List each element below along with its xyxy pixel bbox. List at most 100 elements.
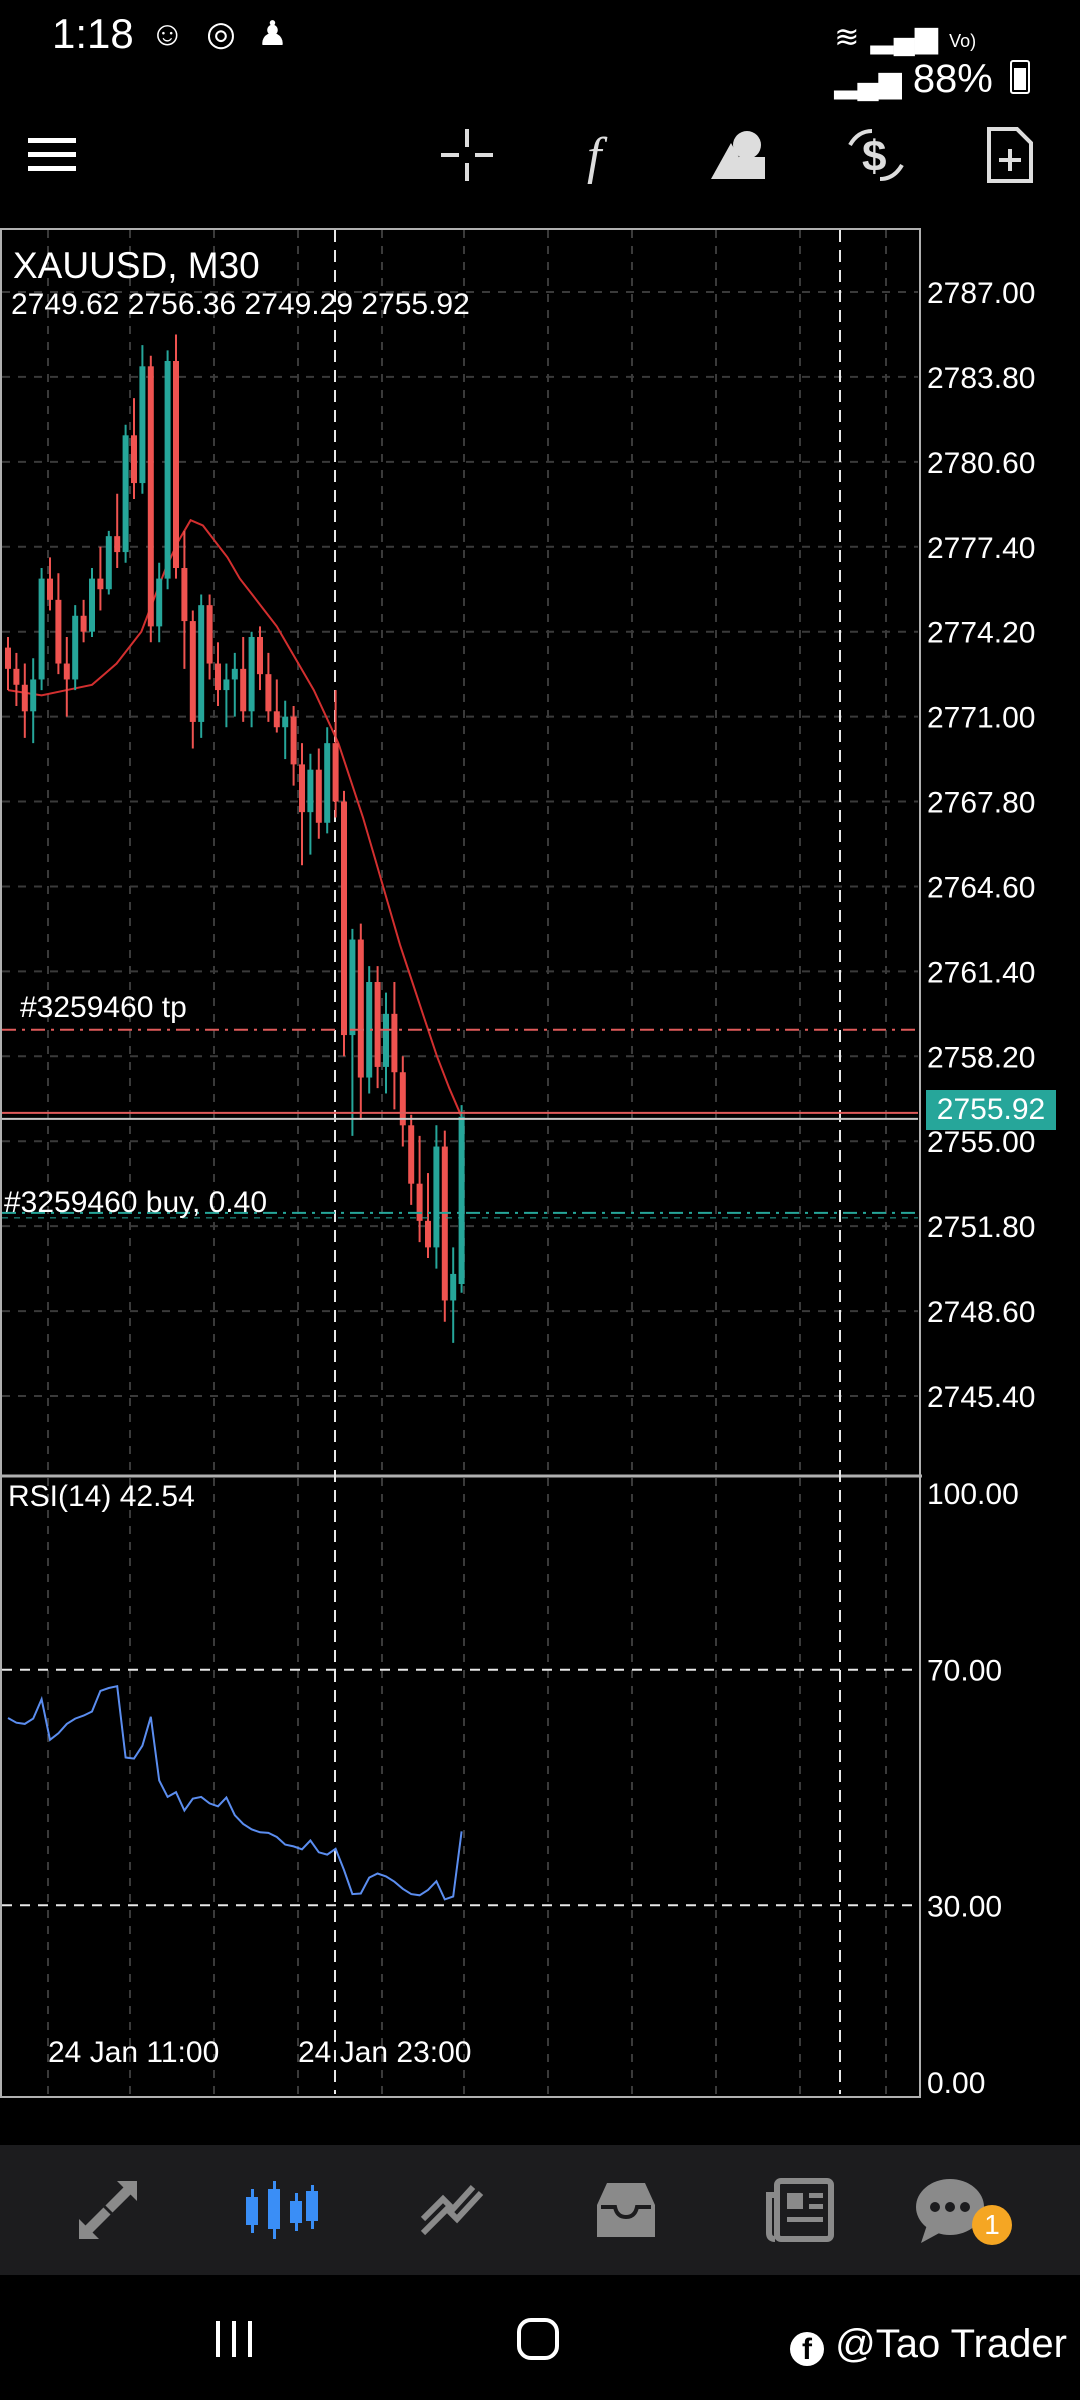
rsi-tick-label: 0.00 <box>927 2067 985 2100</box>
news-icon <box>766 2178 834 2242</box>
battery-icon <box>1010 60 1030 94</box>
rsi-tick-label: 30.00 <box>927 1890 1002 1923</box>
price-tick-label: 2787.00 <box>927 277 1035 310</box>
candle-body <box>240 668 247 712</box>
candle-body <box>399 1072 406 1126</box>
price-tick-label: 2767.80 <box>927 787 1035 820</box>
symbol-title: XAUUSD, M30 <box>13 245 260 286</box>
candle-body <box>357 939 364 1078</box>
candle-body <box>114 536 121 553</box>
candle-body <box>441 1146 448 1301</box>
rsi-tick-label: 100.00 <box>927 1478 1019 1511</box>
candle-body <box>173 361 179 568</box>
system-nav-bar <box>0 2275 1080 2400</box>
watermark: f @Tao Trader <box>790 2322 1067 2367</box>
candle-body <box>63 663 70 680</box>
candle-body <box>374 982 381 1067</box>
candle-body <box>55 599 62 664</box>
price-chart[interactable]: 2787.00 2783.80 2780.60 2777.40 2774.20 2771.… <box>0 228 1080 2108</box>
candle-body <box>189 621 196 722</box>
trade-tp-label[interactable]: #3259460 tp <box>20 991 187 1024</box>
candle-body <box>97 578 104 590</box>
crosshair-icon <box>441 129 493 181</box>
trade-buy-label[interactable]: #3259460 buy, 0.40 <box>4 1186 268 1219</box>
price-tick-label: 2745.40 <box>927 1381 1035 1414</box>
price-tick-label: 2783.80 <box>927 362 1035 395</box>
objects-icon <box>711 131 765 179</box>
candle-body <box>408 1125 415 1184</box>
candle-body <box>315 769 322 823</box>
volte-icon: Vo) <box>949 31 977 51</box>
fingerprint-icon: ◎ <box>206 15 242 53</box>
candle-body <box>80 615 87 632</box>
candle-body <box>30 679 37 712</box>
price-tick-label: 2771.00 <box>927 702 1035 735</box>
candle-body <box>89 578 95 632</box>
new-document-button[interactable] <box>970 120 1050 190</box>
candle-body <box>458 1116 465 1285</box>
home-icon[interactable] <box>516 2317 560 2361</box>
trade-button[interactable]: $ <box>836 120 916 190</box>
price-tick-label: 2780.60 <box>927 447 1035 480</box>
facebook-icon: f <box>790 2332 824 2366</box>
candle-body <box>13 668 20 685</box>
candle-body <box>223 679 230 691</box>
candle-body <box>21 684 28 712</box>
battery-text: 88% <box>912 57 993 101</box>
candle-body <box>425 1220 431 1248</box>
indicators-icon: f <box>587 128 608 185</box>
moving-average-line <box>7 518 463 1118</box>
recents-icon[interactable] <box>212 2319 256 2359</box>
status-right: ≋ ▂▄▆ Vo) ▂▄▆ 88% <box>834 12 1030 102</box>
bottom-nav <box>0 2145 1080 2275</box>
candle-body <box>248 637 255 712</box>
status-app-icons: ☺ ◎ ♟ <box>150 14 294 54</box>
candle-body <box>47 578 53 600</box>
rsi-label: RSI(14) 42.54 <box>8 1480 195 1513</box>
indicators-button[interactable]: f <box>563 120 643 190</box>
menu-icon <box>28 138 76 171</box>
nav-messages[interactable] <box>910 2170 990 2250</box>
messages-badge: 1 <box>972 2205 1012 2245</box>
nav-chart[interactable] <box>240 2170 320 2250</box>
price-tick-label: 2764.60 <box>927 871 1035 904</box>
quotes-icon <box>79 2181 137 2239</box>
trade-nav-icon <box>420 2184 484 2236</box>
new-document-icon <box>987 127 1033 183</box>
candle-body <box>38 578 45 680</box>
trade-icon: $ <box>848 129 904 181</box>
candle-body <box>273 711 280 728</box>
candle-body <box>416 1183 423 1221</box>
ohlc-values: 2749.62 2756.36 2749.29 2755.92 <box>11 288 470 321</box>
candle-body <box>156 578 163 627</box>
crosshair-button[interactable] <box>427 120 507 190</box>
signal-icon: ▂▄▆ <box>870 21 938 54</box>
candle-body <box>290 716 297 765</box>
chart-area[interactable]: 2787.00 2783.80 2780.60 2777.40 2774.20 2771.… <box>0 228 1080 2108</box>
nav-quotes[interactable] <box>68 2170 148 2250</box>
candle-body <box>206 605 213 664</box>
nav-trade[interactable] <box>412 2170 492 2250</box>
price-tick-label: 2751.80 <box>927 1211 1035 1244</box>
candle-body <box>341 801 347 1036</box>
current-price-tag: 2755.92 <box>926 1090 1056 1130</box>
objects-button[interactable] <box>699 120 779 190</box>
nav-history[interactable] <box>586 2170 666 2250</box>
price-tick-label: 2774.20 <box>927 617 1035 650</box>
candle-body <box>299 764 305 813</box>
candle-body <box>383 1013 389 1067</box>
price-tick-label: 2758.20 <box>927 1041 1035 1074</box>
messages-icon <box>916 2179 984 2243</box>
candle-body <box>450 1273 457 1301</box>
history-icon <box>597 2183 655 2237</box>
watermark-text: @Tao Trader <box>835 2322 1067 2366</box>
menu-button[interactable] <box>12 120 92 190</box>
price-tick-label: 2755.00 <box>927 1126 1035 1159</box>
chart-toolbar: f $ <box>0 80 1080 230</box>
nav-news[interactable] <box>760 2170 840 2250</box>
svg-text:f: f <box>587 128 608 185</box>
svg-text:$: $ <box>862 132 886 181</box>
candle-body <box>72 615 79 680</box>
candle-body <box>433 1146 440 1248</box>
candle-body <box>181 568 188 622</box>
